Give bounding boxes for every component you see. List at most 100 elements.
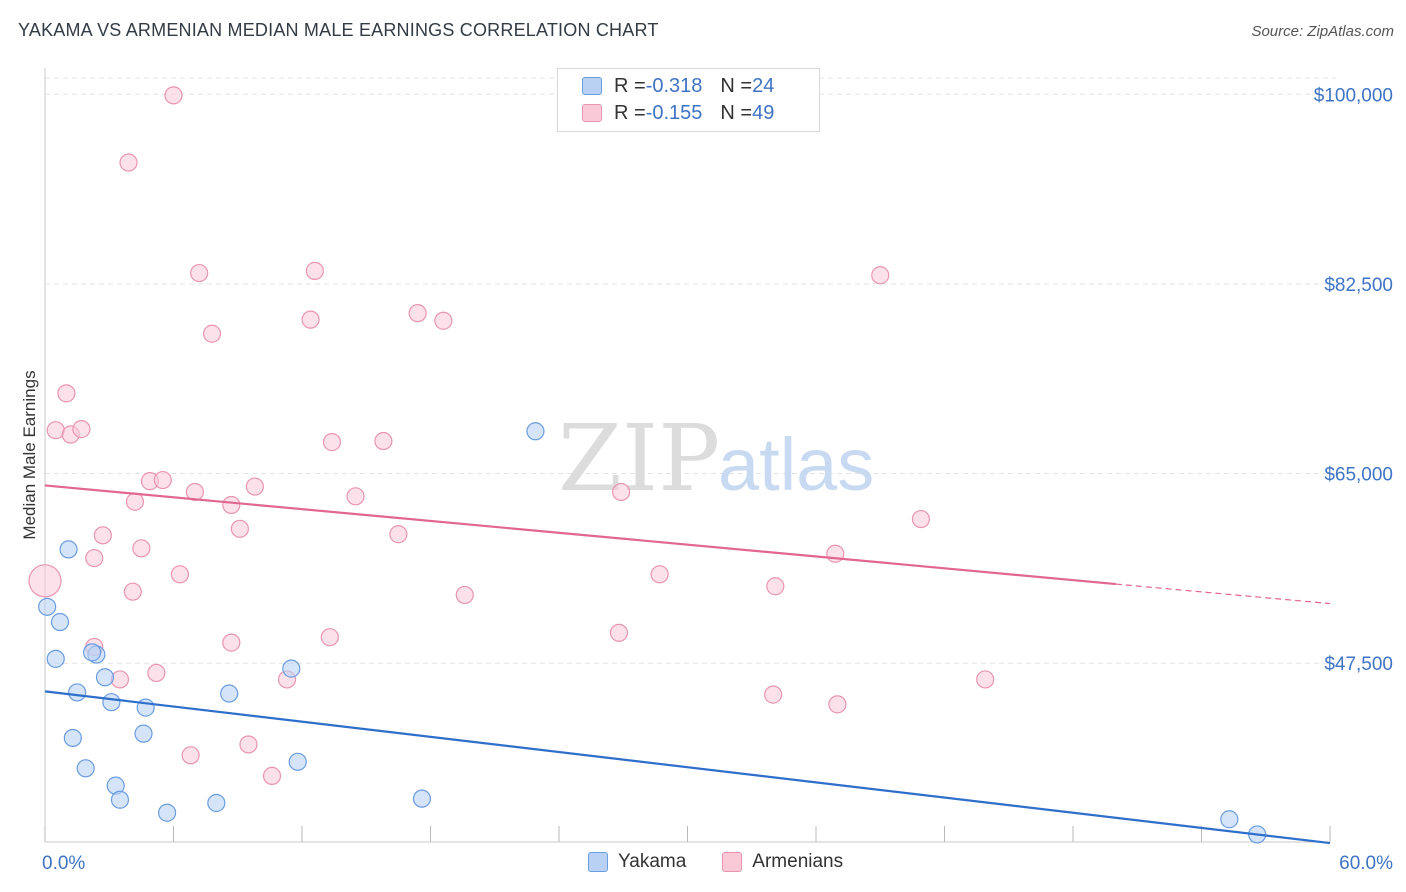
legend-r-value: -0.155: [645, 101, 703, 124]
armenian-point: [764, 685, 783, 704]
yakama-point: [282, 659, 301, 678]
armenian-point: [389, 525, 408, 544]
armenian-point: [185, 482, 205, 502]
armenian-point: [170, 565, 190, 584]
legend-n-label: N =: [720, 74, 753, 97]
x-tick-label: 60.0%: [1339, 853, 1393, 874]
legend-label-yakama: Yakama: [618, 851, 687, 872]
chart-title: YAKAMA VS ARMENIAN MEDIAN MALE EARNINGS …: [18, 20, 659, 40]
armenian-point: [609, 623, 629, 642]
armenian-point: [93, 526, 112, 545]
legend-item-yakama[interactable]: Yakama: [588, 851, 686, 873]
y-tick-label: $100,000: [1314, 85, 1393, 106]
armenian-point: [374, 431, 393, 451]
armenian-point: [110, 670, 130, 689]
armenian-point: [408, 304, 427, 323]
watermark: ZIP atlas: [558, 405, 874, 512]
yakama-point: [220, 684, 239, 703]
trend-lines: [44, 484, 1331, 845]
armenian-point: [28, 564, 62, 598]
armenian-point: [976, 670, 995, 689]
yakama-point: [526, 422, 545, 441]
legend-r-label: R =: [614, 101, 646, 124]
armenian-point: [871, 266, 890, 285]
yakama-trend-line: [44, 690, 1331, 845]
armenian-point: [202, 324, 222, 343]
legend-r-label: R =: [614, 74, 646, 97]
armenian-point: [301, 310, 320, 329]
armenian-point: [455, 585, 474, 605]
yakama-point: [412, 789, 432, 808]
y-axis-label: Median Male Earnings: [20, 370, 39, 539]
watermark-zip: ZIP: [558, 405, 720, 512]
legend-label-armenians: Armenians: [752, 851, 844, 872]
armenian-point: [346, 487, 365, 506]
legend-item-armenians[interactable]: Armenians: [722, 851, 843, 873]
yakama-point: [59, 540, 78, 559]
legend-swatch-yakama: [582, 77, 602, 95]
y-tick-label: $82,500: [1324, 275, 1393, 296]
armenian-point: [245, 477, 264, 496]
yakama-point: [110, 790, 130, 809]
yakama-point: [207, 793, 226, 813]
armenian-point: [911, 509, 931, 529]
yakama-point: [76, 759, 95, 778]
legend-swatch-armenians: [582, 104, 602, 122]
armenian-point: [322, 433, 342, 452]
legend-row-yakama: R = -0.318 N = 24: [582, 74, 774, 98]
series-legend: Yakama Armenians: [588, 851, 879, 873]
yakama-point: [50, 612, 70, 632]
armenian-point: [305, 261, 324, 280]
armenian-point: [181, 746, 200, 765]
yakama-point: [83, 643, 102, 662]
yakama-point: [68, 683, 87, 702]
series-yakama: [38, 422, 1267, 844]
armenian-point: [320, 628, 339, 647]
yakama-point: [102, 693, 121, 712]
y-tick-label: $47,500: [1324, 654, 1393, 675]
armenian-point: [46, 421, 65, 440]
armenian-point: [153, 470, 172, 490]
yakama-point: [1220, 810, 1239, 829]
armenian-point: [230, 519, 249, 538]
yakama-point: [46, 649, 65, 668]
axes: [44, 68, 1331, 843]
source-label: Source: ZipAtlas.com: [1251, 23, 1394, 40]
armenian-point: [132, 539, 151, 558]
armenian-point: [766, 577, 785, 596]
armenian-point: [650, 565, 669, 584]
armenian-point: [612, 482, 631, 502]
armenian-point: [125, 492, 145, 511]
legend-row-armenians: R = -0.155 N = 49: [582, 101, 774, 125]
yakama-point: [63, 728, 82, 748]
legend-swatch-armenians: [722, 852, 743, 872]
correlation-legend: R = -0.318 N = 24 R = -0.155 N = 49: [557, 68, 820, 132]
armenian-point: [119, 153, 138, 172]
legend-n-label: N =: [720, 101, 753, 124]
armenian-point: [85, 548, 104, 568]
armenian-point: [164, 86, 183, 105]
yakama-point: [288, 752, 307, 771]
yakama-point: [157, 803, 177, 822]
armenian-point: [123, 582, 142, 601]
x-tick-label: 0.0%: [42, 853, 85, 874]
armenian-point: [434, 311, 453, 330]
armenian-point: [190, 263, 209, 283]
armenian-point: [262, 766, 282, 785]
armenian-trend-line: [44, 484, 1116, 586]
armenian-point: [147, 663, 166, 683]
yakama-point: [38, 597, 57, 616]
legend-swatch-yakama: [588, 852, 608, 872]
grid-lines: [45, 77, 1336, 664]
tick-labels: $100,000 $82,500 $65,000 $47,500 0.0% 60.0%: [42, 85, 1393, 874]
yakama-point: [95, 668, 115, 687]
armenian-point: [828, 695, 847, 714]
y-tick-label: $65,000: [1324, 465, 1393, 486]
armenian-point: [57, 384, 76, 403]
yakama-point: [134, 724, 153, 743]
watermark-atlas: atlas: [718, 423, 874, 506]
legend-n-value: 49: [752, 101, 775, 124]
armenian-trend-extension: [1115, 583, 1331, 605]
armenian-point: [222, 633, 241, 652]
